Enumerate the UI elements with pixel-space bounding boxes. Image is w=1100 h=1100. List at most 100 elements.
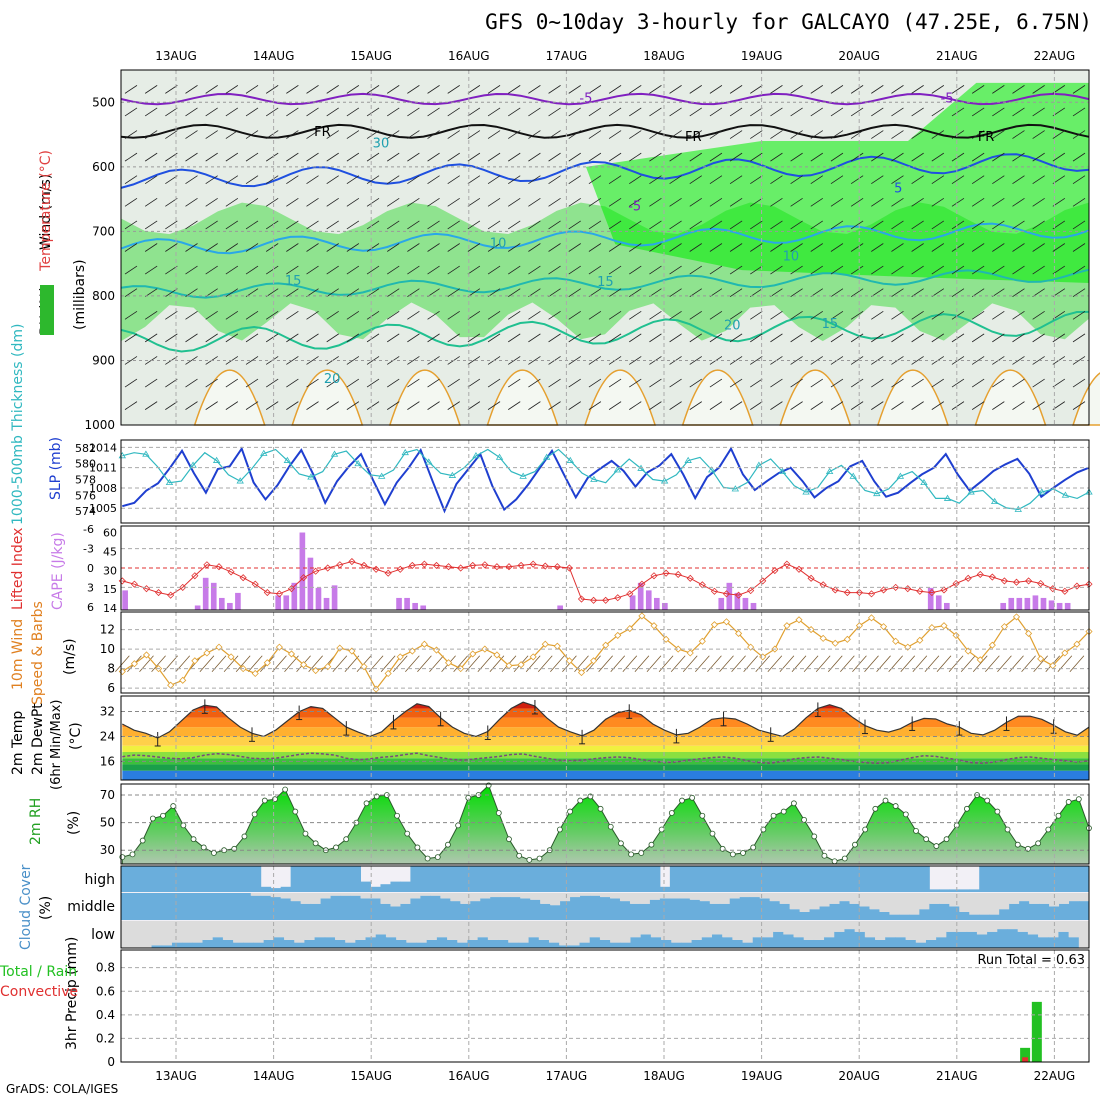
cloud-gap xyxy=(909,893,920,915)
cloud-bar-high xyxy=(769,866,781,892)
rh-marker xyxy=(190,836,197,843)
wind-speed-marker xyxy=(481,645,489,653)
wind-barb xyxy=(265,130,279,139)
thickness-marker xyxy=(849,472,857,479)
wind-barb xyxy=(912,655,928,672)
cloud-bar-low xyxy=(406,942,417,948)
rh-marker xyxy=(129,851,136,858)
wind-barb xyxy=(286,265,299,275)
y-tick-label: 1000 xyxy=(84,418,115,432)
cloud-bar-middle xyxy=(260,895,272,920)
wind-barb xyxy=(997,655,1012,672)
cloud-bar-low xyxy=(987,931,998,948)
wind-barb xyxy=(286,356,299,365)
cloud-gap xyxy=(976,921,988,935)
wind-barb xyxy=(427,197,440,207)
wind-barb xyxy=(608,152,622,162)
ylabel-wind: Wind (m/s) xyxy=(38,174,54,250)
wind-barb xyxy=(165,333,178,343)
wind-barb xyxy=(568,265,581,275)
date-label-top: 18AUG xyxy=(643,49,685,63)
wind-barb xyxy=(124,197,138,207)
wind-speed-marker xyxy=(686,649,694,657)
temperature-band xyxy=(122,736,1089,746)
wind-barb xyxy=(407,107,420,117)
wind-barb xyxy=(144,265,158,275)
cloud-gap xyxy=(905,921,917,940)
rh-marker xyxy=(943,836,950,843)
cloud-gap xyxy=(355,921,367,940)
cloud-bar-middle xyxy=(500,897,511,920)
wind-barb xyxy=(151,655,166,672)
wind-barb xyxy=(750,243,763,252)
li-marker xyxy=(577,595,586,603)
cloud-bar-low xyxy=(253,942,265,948)
cloud-bar-high xyxy=(280,886,292,892)
wind-barb xyxy=(891,401,904,410)
wind-barb xyxy=(366,130,380,139)
wind-barb xyxy=(951,152,965,162)
wind-barb xyxy=(779,655,795,672)
wind-barb xyxy=(850,152,864,162)
date-label-top: 15AUG xyxy=(350,49,392,63)
cape-bar xyxy=(122,590,128,610)
li-marker xyxy=(892,583,900,591)
wind-barb xyxy=(669,310,682,320)
wind-speed-marker xyxy=(541,640,549,648)
cloud-bar-middle xyxy=(669,898,681,920)
wind-barb xyxy=(770,265,783,275)
wind-barb xyxy=(649,152,662,162)
cloud-bar-low xyxy=(1007,929,1019,948)
wind-barb xyxy=(165,243,178,252)
wind-speed-marker xyxy=(662,635,670,643)
rh-marker xyxy=(404,830,411,837)
precip-total-bar xyxy=(1020,1047,1031,1062)
rh-marker xyxy=(770,812,777,819)
wind-speed-marker xyxy=(420,640,428,648)
wind-barb xyxy=(850,85,864,94)
wind-barb xyxy=(1072,356,1086,365)
cape-bar xyxy=(557,605,563,610)
cloud-bar-high xyxy=(979,866,990,892)
thickness-marker xyxy=(613,466,622,473)
wind-barb xyxy=(790,310,803,320)
cloud-gap xyxy=(824,921,835,938)
wind-speed-marker xyxy=(614,631,622,639)
rh-marker xyxy=(780,808,787,815)
cloud-bar-high xyxy=(1019,866,1030,892)
wind-barb xyxy=(871,333,884,343)
wind-barb xyxy=(508,197,521,207)
wind-barb xyxy=(124,107,138,117)
thickness-marker xyxy=(1061,491,1070,498)
rh-marker xyxy=(862,826,869,833)
wind-barb xyxy=(992,378,1005,388)
wind-barb xyxy=(891,333,904,343)
cloud-bar-low xyxy=(324,937,336,948)
cape-bar xyxy=(1016,597,1023,610)
li-marker xyxy=(662,569,670,577)
wind-barb xyxy=(891,130,904,139)
wind-barb xyxy=(205,288,218,298)
rh-marker xyxy=(933,843,940,849)
temperature-band xyxy=(122,770,1089,780)
cloud-level-label: middle xyxy=(67,899,115,915)
cloud-bar-low xyxy=(925,939,937,948)
wind-barb xyxy=(850,401,864,410)
wind-speed-marker xyxy=(710,621,718,629)
wind-barb xyxy=(225,243,239,252)
wind-barb xyxy=(871,288,884,298)
cape-bar xyxy=(420,605,427,610)
wind-barb xyxy=(165,175,178,185)
rh-area xyxy=(121,784,1090,865)
wind-barb xyxy=(205,310,218,320)
cloud-bar-low xyxy=(222,939,234,948)
cloud-bar-high xyxy=(420,866,431,892)
wind-barb xyxy=(286,85,299,94)
wind-barb xyxy=(1032,401,1045,410)
cloud-bar-high xyxy=(809,866,821,892)
wind-barb xyxy=(225,220,239,230)
wind-barb xyxy=(646,655,662,672)
wind-barb xyxy=(447,130,460,139)
wind-barb xyxy=(477,655,493,672)
cloud-bar-middle xyxy=(959,911,970,920)
